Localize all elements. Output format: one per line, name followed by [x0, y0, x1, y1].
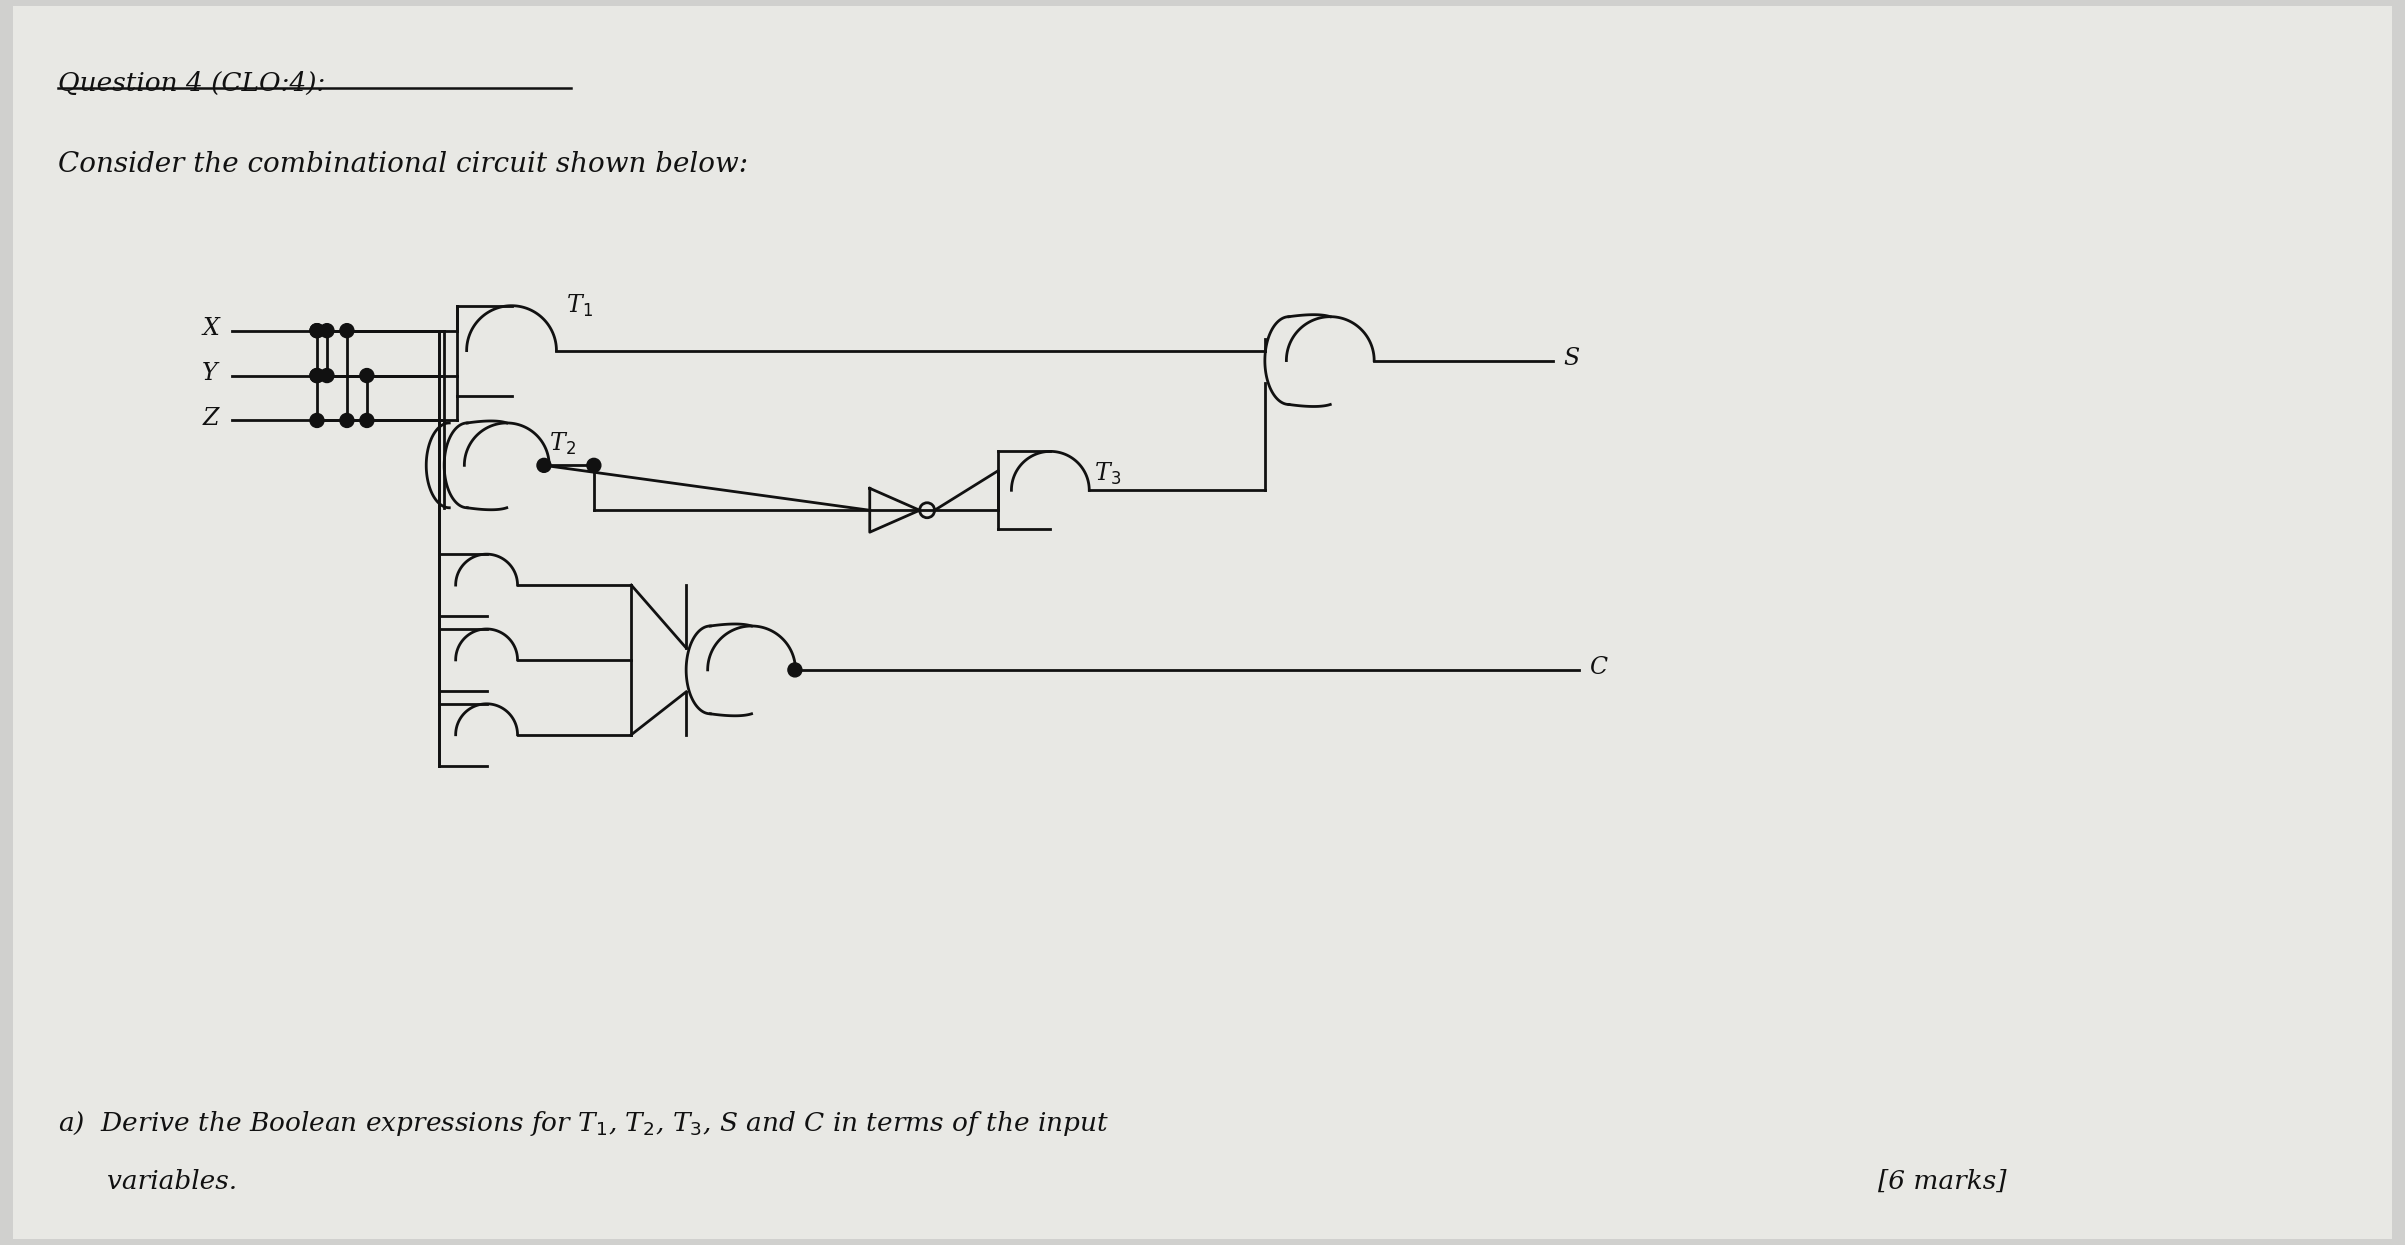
Circle shape	[536, 458, 551, 472]
Text: X: X	[202, 317, 219, 340]
Circle shape	[320, 324, 334, 337]
Text: Question 4 (CLO:4):: Question 4 (CLO:4):	[58, 71, 325, 96]
Circle shape	[587, 458, 601, 472]
Text: variables.: variables.	[108, 1169, 238, 1194]
Circle shape	[310, 413, 325, 427]
Circle shape	[310, 324, 325, 337]
Circle shape	[320, 369, 334, 382]
Text: T$_2$: T$_2$	[548, 431, 575, 457]
Text: [6 marks]: [6 marks]	[1878, 1169, 2008, 1194]
Circle shape	[361, 369, 373, 382]
Circle shape	[339, 324, 354, 337]
Text: Consider the combinational circuit shown below:: Consider the combinational circuit shown…	[58, 151, 748, 178]
Text: T$_3$: T$_3$	[1094, 461, 1121, 487]
Circle shape	[310, 324, 325, 337]
Text: a)  Derive the Boolean expressions for T$_1$, T$_2$, T$_3$, S and C in terms of : a) Derive the Boolean expressions for T$…	[58, 1109, 1109, 1138]
Text: Y: Y	[202, 362, 219, 385]
Circle shape	[339, 413, 354, 427]
Text: Z: Z	[202, 407, 219, 430]
Text: T$_1$: T$_1$	[568, 293, 594, 319]
Circle shape	[310, 369, 325, 382]
Circle shape	[310, 369, 325, 382]
Text: S: S	[1563, 347, 1580, 370]
Circle shape	[361, 413, 373, 427]
Circle shape	[789, 662, 801, 677]
Text: C: C	[1590, 656, 1607, 680]
FancyBboxPatch shape	[12, 6, 2393, 1239]
